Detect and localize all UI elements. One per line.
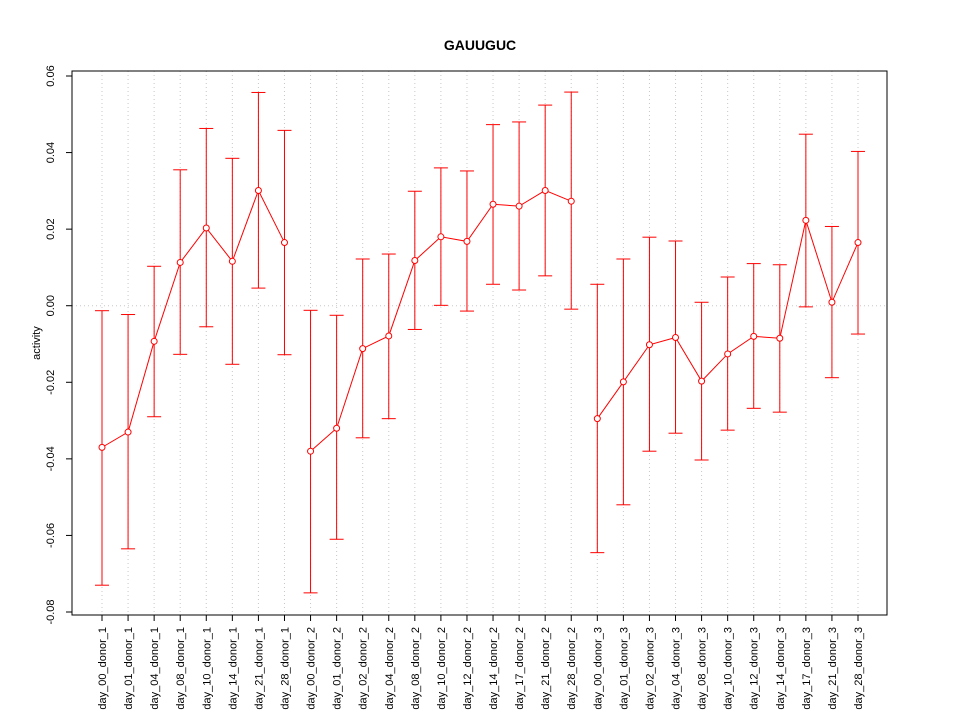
data-point bbox=[750, 332, 758, 340]
y-tick-label: -0.04 bbox=[45, 446, 57, 471]
x-tick-label: day_00_donor_1 bbox=[97, 627, 109, 710]
data-point bbox=[228, 257, 236, 265]
plot-frame bbox=[71, 70, 888, 616]
data-point bbox=[776, 334, 784, 342]
y-tick-label: 0.06 bbox=[45, 65, 57, 86]
y-axis-label: activity bbox=[31, 326, 43, 360]
data-point bbox=[802, 216, 810, 224]
data-point bbox=[567, 197, 575, 205]
x-tick-label: day_04_donor_2 bbox=[384, 627, 396, 710]
data-point bbox=[359, 345, 367, 353]
data-point bbox=[254, 186, 262, 194]
x-tick-label: day_04_donor_1 bbox=[149, 627, 161, 710]
x-tick-label: day_00_donor_2 bbox=[306, 627, 318, 710]
chart-title: GAUUGUC bbox=[444, 37, 516, 53]
data-point bbox=[463, 237, 471, 245]
x-tick-label: day_28_donor_1 bbox=[279, 627, 291, 710]
x-tick-label: day_08_donor_2 bbox=[410, 627, 422, 710]
data-point bbox=[280, 239, 288, 247]
data-point bbox=[854, 239, 862, 247]
data-point bbox=[541, 186, 549, 194]
series-line-layer bbox=[101, 189, 859, 452]
x-tick-label: day_12_donor_2 bbox=[462, 627, 474, 710]
x-tick-label: day_01_donor_2 bbox=[332, 627, 344, 710]
data-point bbox=[828, 298, 836, 306]
data-point bbox=[724, 350, 732, 358]
x-tick-label: day_12_donor_3 bbox=[749, 627, 761, 710]
y-tick-label: -0.02 bbox=[45, 370, 57, 395]
y-tick-label: 0.04 bbox=[45, 142, 57, 163]
data-point bbox=[124, 428, 132, 436]
point-layer bbox=[98, 186, 862, 455]
data-point bbox=[515, 202, 523, 210]
x-tick-label: day_08_donor_3 bbox=[697, 627, 709, 710]
data-point bbox=[698, 377, 706, 385]
x-tick-label: day_04_donor_3 bbox=[671, 627, 683, 710]
data-point bbox=[672, 333, 680, 341]
data-point bbox=[385, 332, 393, 340]
error-bar-layer bbox=[95, 91, 865, 594]
x-tick-label: day_14_donor_2 bbox=[488, 627, 500, 710]
y-tick-label: 0.00 bbox=[45, 295, 57, 316]
x-tick-label: day_01_donor_1 bbox=[123, 627, 135, 710]
x-tick-label: day_14_donor_1 bbox=[227, 627, 239, 710]
data-point bbox=[619, 378, 627, 386]
data-point bbox=[593, 415, 601, 423]
series-line bbox=[101, 189, 285, 448]
data-point bbox=[176, 258, 184, 266]
x-tick-label: day_28_donor_2 bbox=[566, 627, 578, 710]
data-point bbox=[202, 224, 210, 232]
x-tick-label: day_10_donor_2 bbox=[436, 627, 448, 710]
y-tick-label: -0.08 bbox=[45, 599, 57, 624]
x-tick-label: day_08_donor_1 bbox=[175, 627, 187, 710]
x-tick-label: day_10_donor_1 bbox=[201, 627, 213, 710]
data-point bbox=[489, 200, 497, 208]
grid-layer bbox=[72, 71, 887, 615]
data-point bbox=[333, 424, 341, 432]
axis-layer: -0.08 -0.06 -0.04 -0.02 0.00 0.02 0.04 0.06 day_… bbox=[45, 65, 865, 709]
data-point bbox=[307, 447, 315, 455]
data-point bbox=[645, 341, 653, 349]
data-point bbox=[411, 257, 419, 265]
data-point bbox=[150, 337, 158, 345]
x-tick-label: day_21_donor_1 bbox=[253, 627, 265, 710]
data-point bbox=[437, 233, 445, 241]
x-tick-label: day_02_donor_3 bbox=[644, 627, 656, 710]
x-tick-label: day_00_donor_3 bbox=[592, 627, 604, 710]
x-tick-label: day_21_donor_3 bbox=[827, 627, 839, 710]
x-tick-label: day_28_donor_3 bbox=[853, 627, 865, 710]
x-tick-label: day_02_donor_2 bbox=[358, 627, 370, 710]
x-tick-label: day_01_donor_3 bbox=[618, 627, 630, 710]
x-tick-label: day_21_donor_2 bbox=[540, 627, 552, 710]
y-tick-label: -0.06 bbox=[45, 523, 57, 548]
x-tick-label: day_17_donor_2 bbox=[514, 627, 526, 710]
x-tick-label: day_14_donor_3 bbox=[775, 627, 787, 710]
y-tick-label: 0.02 bbox=[45, 218, 57, 239]
data-point bbox=[98, 443, 106, 451]
x-tick-label: day_10_donor_3 bbox=[723, 627, 735, 710]
x-tick-label: day_17_donor_3 bbox=[801, 627, 813, 710]
